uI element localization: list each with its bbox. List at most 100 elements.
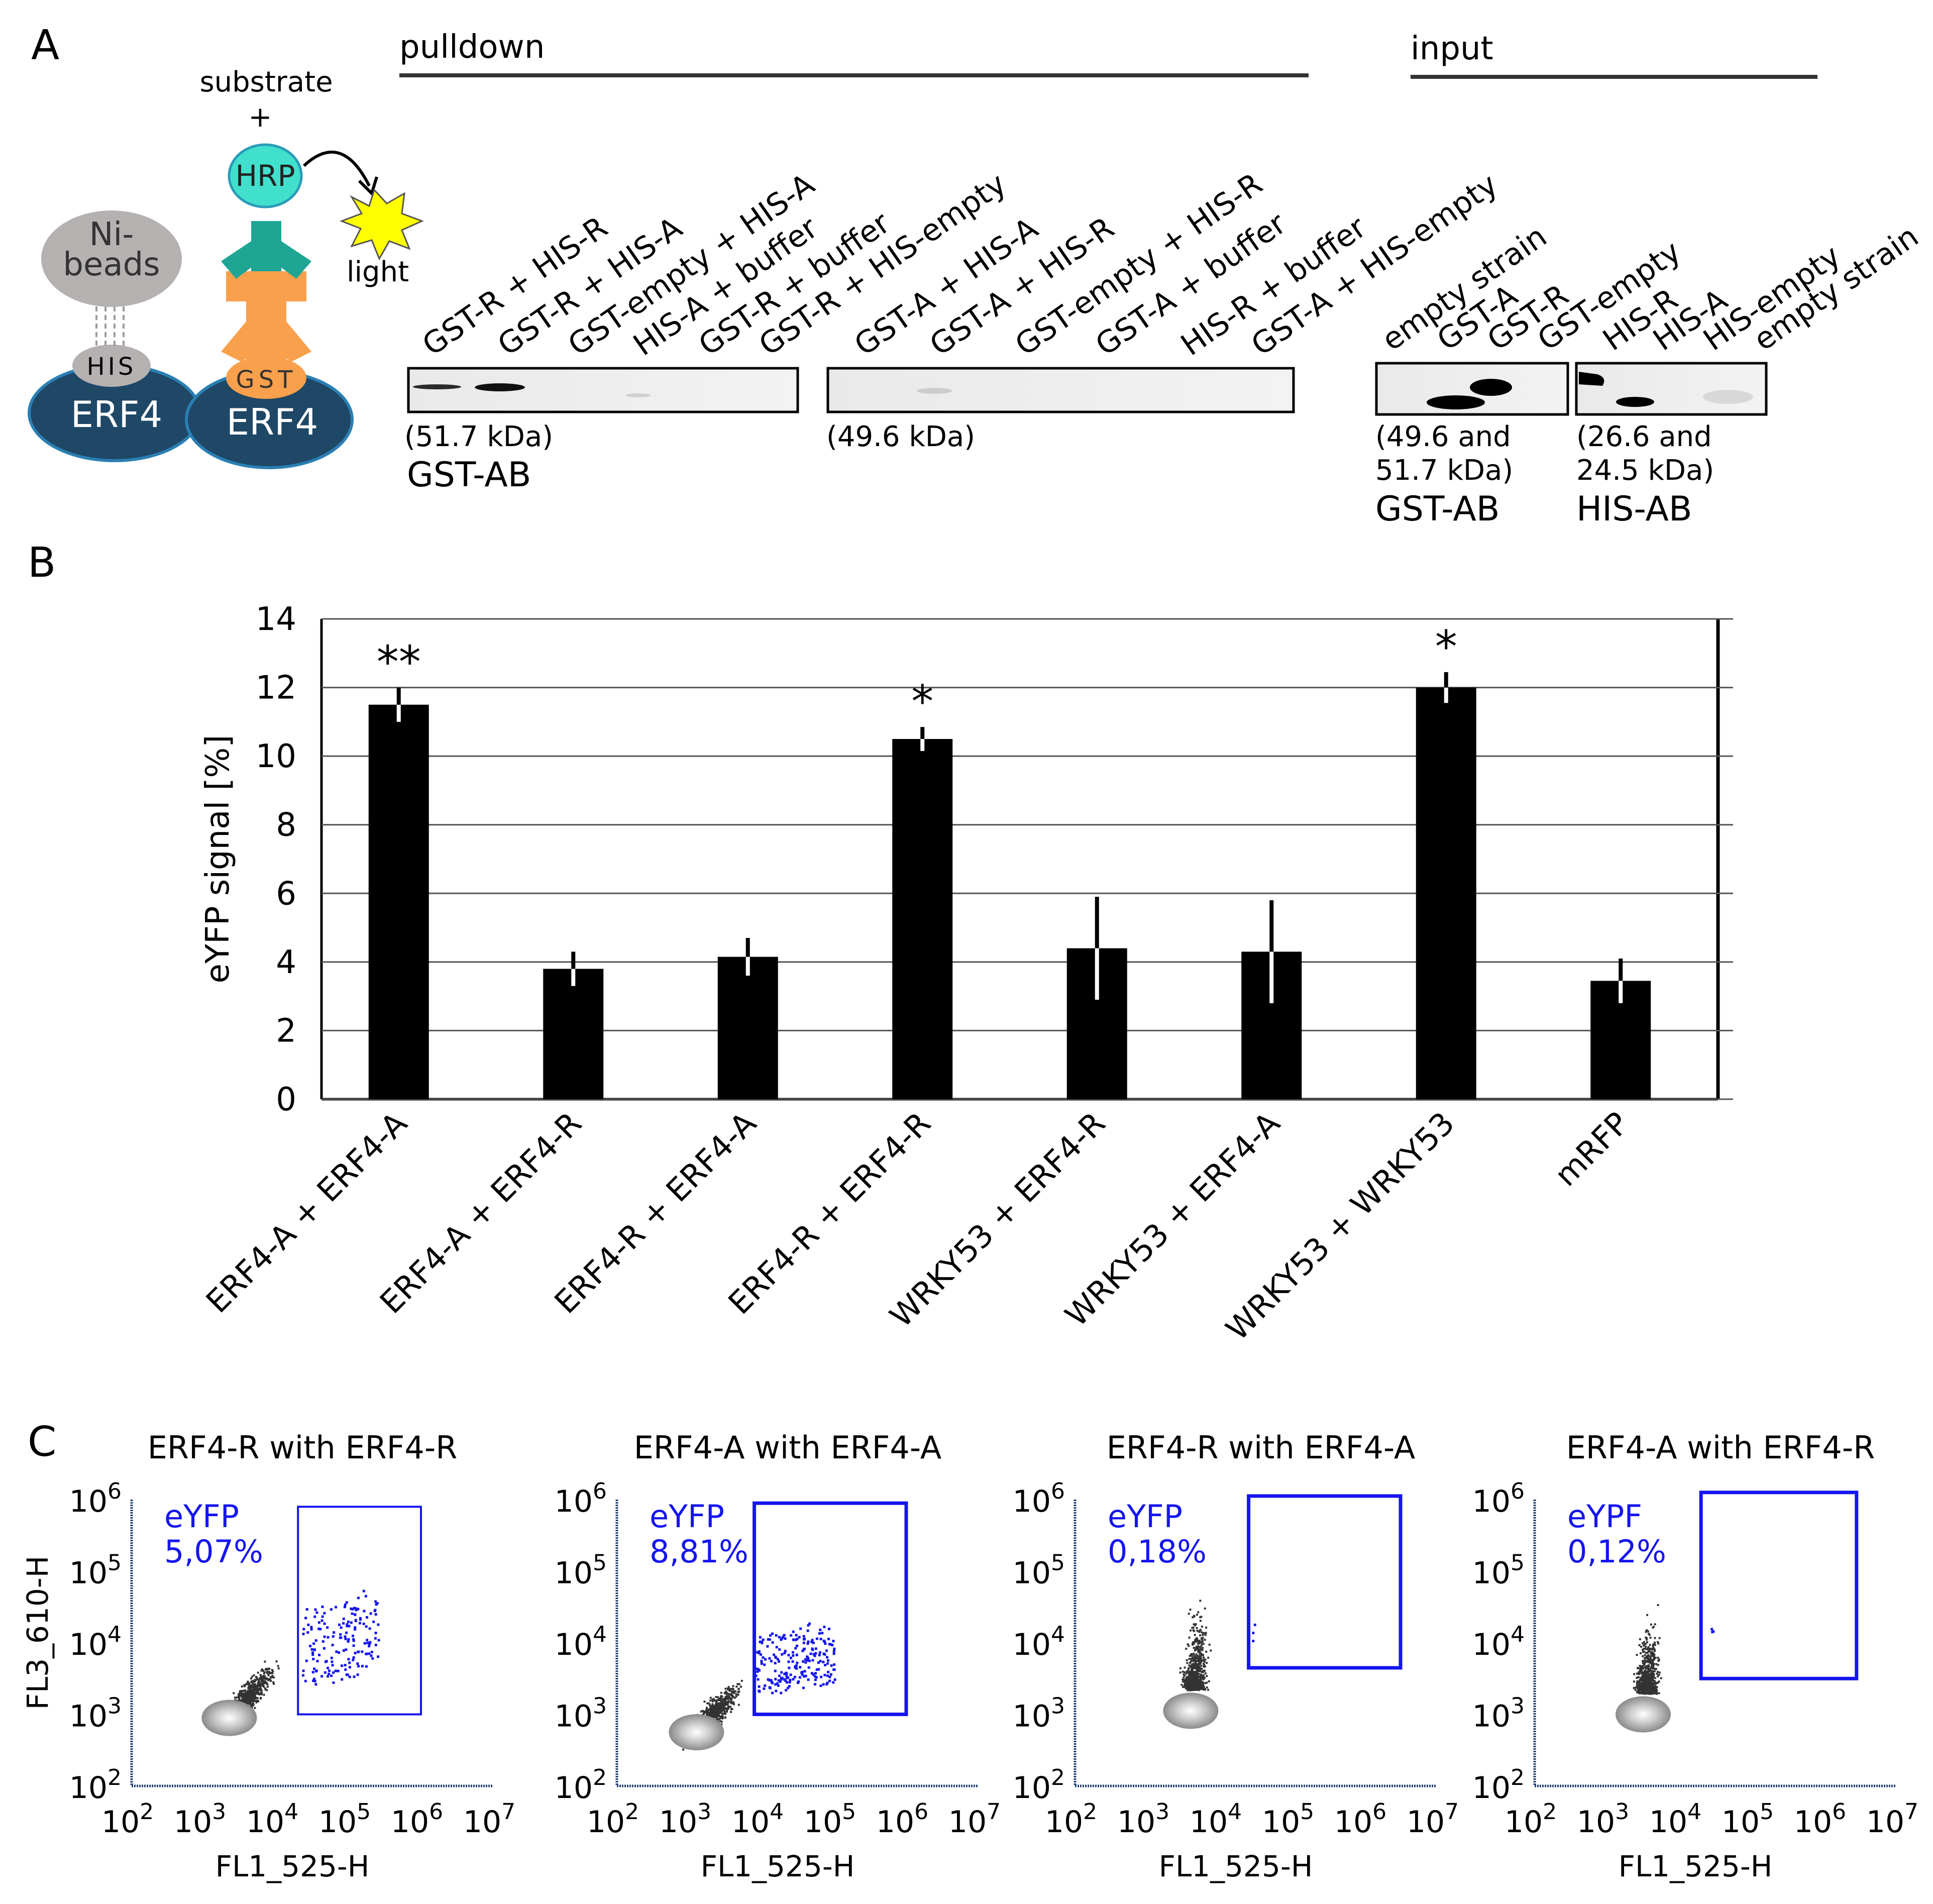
event-dot <box>1191 1673 1194 1676</box>
ni-beads-label-2: beads <box>63 246 160 283</box>
event-dot <box>1206 1675 1208 1677</box>
event-dot <box>1205 1632 1207 1634</box>
gated-event-dot <box>323 1635 326 1638</box>
event-dot <box>1193 1683 1195 1685</box>
event-dot <box>1193 1615 1196 1618</box>
gated-event-dot <box>756 1651 759 1654</box>
event-dot <box>1651 1653 1654 1656</box>
event-dot <box>1193 1623 1195 1626</box>
event-dot <box>277 1667 280 1670</box>
gated-event-dot <box>774 1669 777 1672</box>
event-dot <box>1649 1687 1651 1689</box>
event-dot <box>241 1689 244 1692</box>
event-dot <box>1652 1684 1655 1686</box>
event-dot <box>1191 1653 1193 1655</box>
gated-event-dot <box>792 1651 795 1654</box>
category-label: mRFP <box>1547 1105 1636 1193</box>
event-dot <box>1646 1666 1648 1669</box>
event-dot <box>715 1708 717 1711</box>
event-dot <box>1646 1651 1649 1654</box>
event-dot <box>1200 1653 1203 1655</box>
x-tick-label: 106 <box>391 1799 443 1840</box>
event-dot <box>1650 1685 1653 1687</box>
event-dot <box>1195 1681 1197 1684</box>
gated-event-dot <box>760 1659 763 1662</box>
gated-event-dot <box>313 1615 316 1618</box>
gated-event-dot <box>803 1674 806 1677</box>
event-dot <box>1196 1668 1198 1670</box>
event-dot <box>1182 1680 1185 1683</box>
event-dot <box>728 1696 730 1698</box>
gated-event-dot <box>347 1638 350 1641</box>
event-dot <box>716 1719 719 1722</box>
event-dot <box>1647 1630 1649 1633</box>
event-dot <box>719 1700 722 1702</box>
event-dot <box>1199 1663 1201 1665</box>
gated-event-dot <box>374 1637 377 1640</box>
gated-event-dot <box>771 1641 774 1644</box>
his-tag-label: HIS <box>87 353 137 381</box>
event-dot <box>722 1703 725 1706</box>
event-dot <box>1207 1656 1210 1659</box>
event-dot <box>241 1685 243 1688</box>
gated-event-dot <box>317 1621 320 1624</box>
x-tick-label: 105 <box>804 1799 856 1840</box>
event-dot <box>1199 1677 1202 1680</box>
event-dot <box>1194 1638 1197 1641</box>
gated-event-dot <box>323 1647 326 1650</box>
gated-event-dot <box>335 1650 338 1653</box>
event-dot <box>725 1690 727 1693</box>
event-dot <box>712 1713 714 1716</box>
event-dot <box>1638 1681 1641 1683</box>
event-dot <box>1647 1686 1650 1689</box>
event-dot <box>1644 1657 1646 1659</box>
event-dot <box>271 1674 274 1677</box>
dot-cloud <box>1163 1600 1256 1729</box>
event-dot <box>250 1686 252 1688</box>
event-dot <box>730 1690 733 1693</box>
event-dot <box>738 1683 740 1685</box>
gated-event-dot <box>778 1636 781 1639</box>
event-dot <box>1657 1656 1659 1659</box>
gated-event-dot <box>305 1659 308 1662</box>
event-dot <box>722 1713 725 1715</box>
event-dot <box>729 1689 731 1691</box>
event-dot <box>1192 1656 1194 1659</box>
event-dot <box>1647 1670 1649 1672</box>
gated-event-dot <box>335 1606 338 1609</box>
gated-event-dot <box>826 1662 829 1665</box>
gated-event-dot <box>342 1622 345 1625</box>
gated-event-dot <box>331 1664 334 1667</box>
gated-event-dot <box>761 1641 764 1644</box>
gated-event-dot <box>796 1644 799 1647</box>
ni-beads-shape <box>41 210 182 307</box>
event-dot <box>711 1707 714 1710</box>
gated-event-dot <box>824 1663 827 1666</box>
dense-core <box>1163 1693 1219 1729</box>
event-dot <box>720 1704 722 1706</box>
event-dot <box>1208 1680 1210 1682</box>
event-dot <box>1190 1660 1192 1663</box>
event-dot <box>1647 1650 1650 1653</box>
gated-event-dot <box>345 1648 348 1651</box>
gated-event-dot <box>791 1660 794 1663</box>
event-dot <box>243 1693 246 1695</box>
event-dot <box>733 1691 735 1694</box>
event-dot <box>247 1693 249 1696</box>
event-dot <box>1198 1649 1201 1652</box>
event-dot <box>721 1696 723 1698</box>
gated-event-dot <box>817 1661 820 1664</box>
event-dot <box>1636 1683 1639 1686</box>
gated-event-dot <box>795 1653 798 1656</box>
y-tick-label: 8 <box>276 807 296 844</box>
event-dot <box>1200 1641 1202 1643</box>
blot3-antibody: GST-AB <box>1375 489 1499 529</box>
y-tick-label: 102 <box>69 1765 122 1806</box>
event-dot <box>1643 1680 1645 1682</box>
event-dot <box>1650 1676 1653 1678</box>
event-dot <box>725 1691 728 1694</box>
gated-event-dot <box>358 1622 361 1625</box>
event-dot <box>1194 1683 1196 1685</box>
gated-event-dot <box>825 1649 828 1652</box>
gated-event-dot <box>338 1651 341 1654</box>
